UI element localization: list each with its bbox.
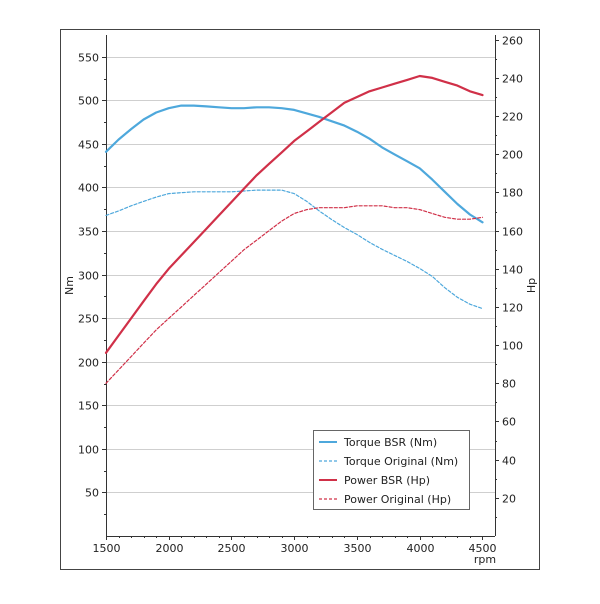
y-right-tick-label: 160: [502, 226, 523, 239]
y-right-tick-label: 80: [502, 378, 516, 391]
y-right-tick-label: 240: [502, 73, 523, 86]
y-left-tick-label: 50: [85, 487, 99, 500]
x-tick-label: 4000: [407, 542, 435, 555]
x-tick-label: 3000: [281, 542, 309, 555]
series-line-4: [105, 205, 484, 384]
y-left-tick-label: 400: [78, 182, 99, 195]
legend-box: [313, 430, 470, 510]
y-left-tick-label: 500: [78, 95, 99, 108]
x-tick-label: 1500: [93, 542, 121, 555]
legend-label: Power BSR (Hp): [344, 474, 430, 487]
y-left-tick-label: 550: [78, 52, 99, 65]
y-left-tick-label: 200: [78, 357, 99, 370]
y-left-tick-label: 150: [78, 400, 99, 413]
y-right-tick-label: 60: [502, 416, 516, 429]
legend-label: Torque BSR (Nm): [343, 436, 437, 449]
x-tick-label: 2000: [156, 542, 184, 555]
y-right-tick-label: 140: [502, 264, 523, 277]
y-right-tick-label: 20: [502, 493, 516, 506]
y-right-tick-label: 120: [502, 302, 523, 315]
series-lines: [104, 74, 484, 384]
series-line-1: [104, 104, 484, 224]
axes: 50 100 150 200 250 300 350 400 450 500 550 20 40 60 80…: [63, 35, 538, 567]
legend-label: Power Original (Hp): [344, 493, 451, 506]
legend: Torque BSR (Nm) Torque Original (Nm) Power…: [313, 430, 470, 510]
y-right-tick-label: 200: [502, 149, 523, 162]
x-tick-label: 3500: [344, 542, 372, 555]
y-right-tick-label: 260: [502, 35, 523, 48]
y-right-tick-label: 220: [502, 111, 523, 124]
y-left-tick-label: 300: [78, 270, 99, 283]
x-tick-label: 2500: [218, 542, 246, 555]
y-right-tick-label: 40: [502, 455, 516, 468]
y-left-tick-label: 250: [78, 313, 99, 326]
x-axis-label: rpm: [474, 553, 496, 566]
legend-label: Torque Original (Nm): [343, 455, 458, 468]
series-line-2: [105, 189, 484, 310]
y-left-tick-label: 350: [78, 226, 99, 239]
x-tick-label: 4500: [469, 542, 497, 555]
series-line-3: [104, 74, 484, 354]
y-left-tick-label: 450: [78, 139, 99, 152]
y-right-axis-label: Hp: [525, 278, 538, 293]
y-right-tick-label: 100: [502, 340, 523, 353]
y-left-tick-label: 100: [78, 444, 99, 457]
y-right-tick-label: 180: [502, 187, 523, 200]
y-left-axis-label: Nm: [63, 276, 76, 295]
